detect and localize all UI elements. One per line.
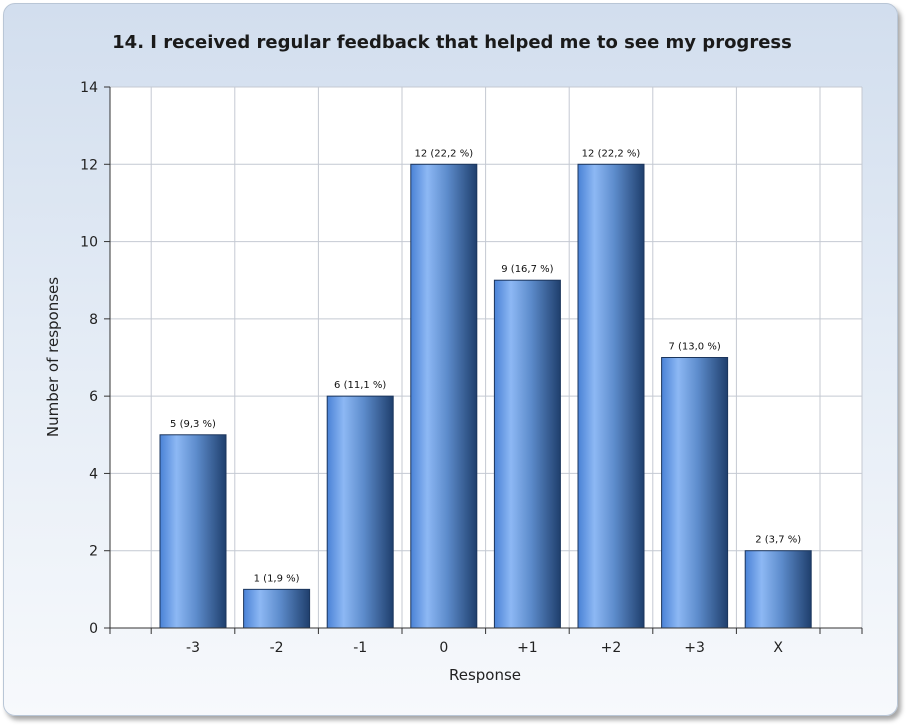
y-tick-label: 4 <box>89 466 98 482</box>
data-label-X: 2 (3,7 %) <box>755 535 801 546</box>
bar--2 <box>243 588 311 629</box>
data-label--2: 1 (1,9 %) <box>254 573 300 584</box>
bar-+3 <box>661 357 729 629</box>
bars <box>159 163 812 629</box>
data-label--3: 5 (9,3 %) <box>170 419 216 430</box>
x-tick-label-X: X <box>773 640 783 656</box>
x-tick-label--2: -2 <box>270 640 284 656</box>
y-tick-label: 8 <box>89 312 98 328</box>
gridlines <box>110 86 863 628</box>
x-axis-label: Response <box>449 666 521 684</box>
x-tick-label-+1: +1 <box>517 640 538 656</box>
y-tick-label: 14 <box>80 80 98 96</box>
axes <box>104 86 863 634</box>
data-labels: 5 (9,3 %) 1 (1,9 %) 6 (11,1 %) 12 (22,2 %) 9… <box>170 148 801 584</box>
x-tick-label--1: -1 <box>353 640 367 656</box>
y-tick-label: 2 <box>89 544 98 560</box>
y-axis-label: Number of responses <box>44 277 62 437</box>
chart-title: 14. I received regular feedback that hel… <box>112 32 792 53</box>
x-tick-labels: -3 -2 -1 0 +1 +2 +3 X <box>186 640 783 656</box>
y-tick-labels: 0 2 4 6 8 10 12 14 <box>80 80 98 637</box>
bar-0 <box>410 163 478 629</box>
data-label-+3: 7 (13,0 %) <box>668 342 720 353</box>
x-tick-label-+3: +3 <box>684 640 705 656</box>
y-tick-label: 12 <box>80 157 98 173</box>
data-label-+1: 9 (16,7 %) <box>501 264 553 275</box>
x-tick-label-+2: +2 <box>601 640 622 656</box>
data-label-0: 12 (22,2 %) <box>414 148 473 159</box>
data-label-+2: 12 (22,2 %) <box>582 148 641 159</box>
x-tick-label--3: -3 <box>186 640 200 656</box>
y-tick-label: 0 <box>89 621 98 637</box>
bar-+1 <box>493 279 561 629</box>
bar-X <box>744 550 812 629</box>
y-tick-label: 6 <box>89 389 98 405</box>
bar-+2 <box>577 163 645 629</box>
bar--3 <box>159 434 227 629</box>
x-tick-label-0: 0 <box>439 640 448 656</box>
bar--1 <box>326 395 394 629</box>
y-tick-label: 10 <box>80 235 98 251</box>
data-label--1: 6 (11,1 %) <box>334 380 386 391</box>
